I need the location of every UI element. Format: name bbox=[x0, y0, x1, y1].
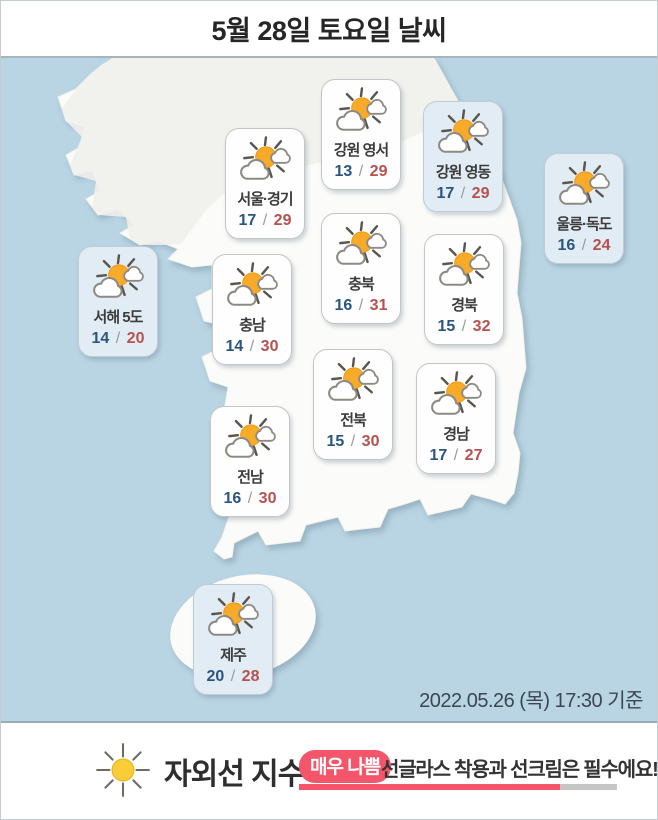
weather-card: 서울·경기 17 / 29 bbox=[225, 128, 305, 239]
low-temp: 16 bbox=[334, 297, 353, 314]
low-temp: 17 bbox=[429, 447, 448, 464]
page-title: 5월 28일 토요일 날씨 bbox=[211, 16, 447, 46]
region-name: 강원 영서 bbox=[333, 142, 389, 159]
low-temp: 15 bbox=[437, 318, 456, 335]
temp-separator: / bbox=[581, 237, 587, 254]
temp-separator: / bbox=[460, 185, 466, 202]
low-temp: 14 bbox=[225, 338, 244, 355]
sun-with-clouds-icon bbox=[431, 371, 482, 415]
high-temp: 28 bbox=[241, 668, 260, 685]
region-temps: 17 / 29 bbox=[239, 212, 292, 230]
temp-separator: / bbox=[262, 212, 268, 229]
region-name: 경북 bbox=[451, 297, 478, 314]
weather-card: 전북 15 / 30 bbox=[313, 349, 393, 460]
region-temps: 20 / 28 bbox=[207, 668, 260, 686]
region-name: 제주 bbox=[220, 647, 247, 664]
high-temp: 30 bbox=[260, 338, 279, 355]
low-temp: 16 bbox=[223, 490, 242, 507]
temp-separator: / bbox=[461, 318, 467, 335]
weather-card: 제주 20 / 28 bbox=[193, 584, 273, 695]
high-temp: 32 bbox=[472, 318, 491, 335]
high-temp: 31 bbox=[369, 297, 388, 314]
low-temp: 17 bbox=[436, 185, 455, 202]
sun-with-clouds-icon bbox=[336, 221, 387, 265]
region-temps: 15 / 32 bbox=[438, 318, 491, 336]
region-name: 서해 5도 bbox=[93, 309, 144, 326]
low-temp: 16 bbox=[557, 237, 576, 254]
low-temp: 15 bbox=[326, 433, 345, 450]
temp-separator: / bbox=[453, 447, 459, 464]
region-name: 충북 bbox=[348, 276, 375, 293]
weather-card: 경남 17 / 27 bbox=[416, 363, 496, 474]
sun-with-clouds-icon bbox=[225, 414, 276, 458]
sun-with-clouds-icon bbox=[559, 161, 610, 205]
sun-with-clouds-icon bbox=[336, 87, 387, 131]
sun-with-clouds-icon bbox=[439, 242, 490, 286]
weather-card: 전남 16 / 30 bbox=[210, 406, 290, 517]
high-temp: 27 bbox=[464, 447, 483, 464]
header: 5월 28일 토요일 날씨 bbox=[1, 1, 657, 58]
region-temps: 15 / 30 bbox=[327, 433, 380, 451]
uv-level-badge: 매우 나쁨 bbox=[299, 750, 392, 783]
region-temps: 16 / 24 bbox=[558, 237, 611, 255]
sun-icon bbox=[96, 743, 150, 797]
uv-index-footer: 자외선 지수 매우 나쁨 선글라스 착용과 선크림은 필수에요! bbox=[1, 721, 658, 819]
weather-card: 충북 16 / 31 bbox=[321, 213, 401, 324]
sun-with-clouds-icon bbox=[328, 357, 379, 401]
region-temps: 14 / 30 bbox=[226, 338, 279, 356]
region-temps: 13 / 29 bbox=[335, 163, 388, 181]
region-name: 전남 bbox=[237, 469, 264, 486]
uv-level-bar bbox=[299, 784, 617, 790]
weather-card: 서해 5도 14 / 20 bbox=[78, 246, 158, 357]
low-temp: 20 bbox=[206, 668, 225, 685]
temp-separator: / bbox=[350, 433, 356, 450]
region-temps: 14 / 20 bbox=[92, 330, 145, 348]
temp-separator: / bbox=[249, 338, 255, 355]
sun-with-clouds-icon bbox=[227, 262, 278, 306]
temp-separator: / bbox=[358, 297, 364, 314]
high-temp: 29 bbox=[273, 212, 292, 229]
temp-separator: / bbox=[115, 330, 121, 347]
region-name: 울릉·독도 bbox=[556, 216, 612, 233]
region-temps: 16 / 30 bbox=[224, 490, 277, 508]
high-temp: 29 bbox=[369, 163, 388, 180]
weather-card: 강원 영동 17 / 29 bbox=[423, 101, 503, 212]
weather-card: 강원 영서 13 / 29 bbox=[321, 79, 401, 190]
korea-weather-map: 강원 영서 13 / 29 강원 영동 17 / 29 bbox=[1, 58, 657, 721]
region-temps: 16 / 31 bbox=[335, 297, 388, 315]
temp-separator: / bbox=[230, 668, 236, 685]
region-temps: 17 / 27 bbox=[430, 447, 483, 465]
low-temp: 13 bbox=[334, 163, 353, 180]
low-temp: 17 bbox=[238, 212, 257, 229]
weather-card: 충남 14 / 30 bbox=[212, 254, 292, 365]
temp-separator: / bbox=[358, 163, 364, 180]
weather-card: 경북 15 / 32 bbox=[424, 234, 504, 345]
high-temp: 30 bbox=[361, 433, 380, 450]
low-temp: 14 bbox=[91, 330, 110, 347]
region-name: 전북 bbox=[340, 412, 367, 429]
high-temp: 30 bbox=[258, 490, 277, 507]
region-temps: 17 / 29 bbox=[437, 185, 490, 203]
uv-index-title: 자외선 지수 bbox=[164, 758, 305, 791]
region-name: 경남 bbox=[443, 426, 470, 443]
sun-with-clouds-icon bbox=[208, 592, 259, 636]
uv-bar-fill bbox=[299, 784, 560, 790]
weather-card: 울릉·독도 16 / 24 bbox=[544, 153, 624, 264]
region-name: 충남 bbox=[239, 317, 266, 334]
region-name: 서울·경기 bbox=[237, 191, 293, 208]
high-temp: 24 bbox=[592, 237, 611, 254]
region-name: 강원 영동 bbox=[435, 164, 491, 181]
uv-advice-text: 선글라스 착용과 선크림은 필수에요! bbox=[381, 759, 658, 781]
high-temp: 20 bbox=[126, 330, 145, 347]
sun-with-clouds-icon bbox=[93, 254, 144, 298]
timestamp: 2022.05.26 (목) 17:30 기준 bbox=[419, 690, 643, 712]
sun-with-clouds-icon bbox=[240, 136, 291, 180]
high-temp: 29 bbox=[471, 185, 490, 202]
sun-with-clouds-icon bbox=[438, 109, 489, 153]
temp-separator: / bbox=[247, 490, 253, 507]
